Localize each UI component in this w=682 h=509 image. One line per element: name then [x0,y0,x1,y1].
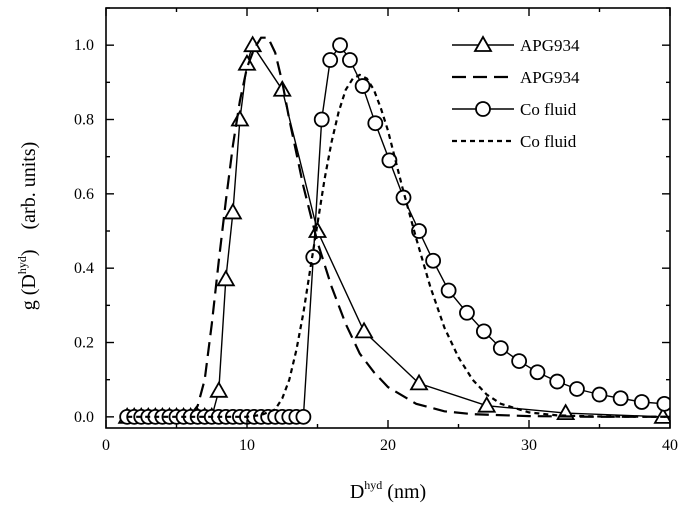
y-tick-label-5: 1.0 [74,37,94,54]
data-point-2-25 [295,408,312,425]
y-tick-label-4: 0.8 [74,112,94,129]
plot-background [106,8,670,428]
data-point-0-19 [272,79,292,97]
data-point-0-22 [409,373,429,391]
data-point-2-43 [549,373,566,390]
y-tick-label-2: 0.4 [74,260,94,277]
legend-marker-2 [475,101,491,117]
axis-titles: Dhyd (nm) g (Dhyd) (arb. units) [15,142,426,503]
x-tick-label-2: 20 [380,437,396,454]
data-point-0-21 [354,321,374,339]
data-point-0-14 [216,269,236,287]
x-axis-title: Dhyd (nm) [350,478,426,503]
y-axis-title: g (Dhyd) (arb. units) [15,142,40,311]
data-point-2-32 [367,115,384,132]
data-point-2-29 [332,37,348,54]
legend: APG934 APG934 Co fluid Co fluid [452,35,580,151]
legend-marker-0 [473,35,493,52]
data-point-2-46 [612,390,629,407]
x-tick-label-0: 0 [102,437,110,454]
data-point-2-36 [425,252,442,269]
legend-label-2: Co fluid [520,100,577,119]
series-1 [127,36,670,418]
axes-layer: 0 10 20 30 40 0.0 0.2 0.4 0.6 0.8 1.0 [74,7,678,454]
series-line-1 [127,36,670,418]
legend-item-1: APG934 [452,68,580,87]
legend-item-2: Co fluid [452,100,577,119]
data-point-2-47 [633,394,650,410]
y-tick-label-1: 0.2 [74,335,94,352]
data-point-2-40 [492,340,509,356]
x-axis-title-unit: (nm) [382,481,426,503]
legend-item-3: Co fluid [452,132,577,151]
data-point-0-23 [477,395,497,413]
data-point-2-48 [656,395,670,412]
y-axis-title-sup: hyd [15,256,29,274]
data-point-2-30 [342,52,358,68]
x-tick-label-3: 30 [521,437,537,454]
x-tick-label-1: 10 [239,437,255,454]
data-point-2-41 [511,353,528,369]
data-point-2-27 [313,111,330,128]
data-point-2-37 [440,282,457,299]
data-point-2-31 [354,78,371,94]
series-layer [117,35,670,425]
plot-area [106,8,670,428]
legend-item-0: APG934 [452,35,580,55]
y-axis-title-main: g (D [18,274,40,310]
y-tick-label-3: 0.6 [74,186,94,203]
data-point-2-44 [569,381,585,397]
data-point-2-42 [529,364,546,381]
data-point-2-39 [475,323,492,340]
data-point-2-45 [591,386,608,403]
data-point-2-28 [322,52,339,68]
data-point-0-15 [223,202,243,220]
x-axis-title-main: D [350,481,364,503]
y-tick-label-0: 0.0 [74,409,94,426]
data-point-2-38 [459,304,475,321]
legend-label-1: APG934 [520,68,580,87]
legend-label-3: Co fluid [520,132,577,151]
data-point-0-13 [209,381,229,398]
data-point-2-34 [395,189,412,206]
y-axis-title-unit: ) (arb. units) [18,142,40,256]
x-axis-title-sup: hyd [364,478,382,492]
x-tick-label-4: 40 [662,437,678,454]
data-point-0-17 [237,53,257,71]
legend-label-0: APG934 [520,36,580,55]
